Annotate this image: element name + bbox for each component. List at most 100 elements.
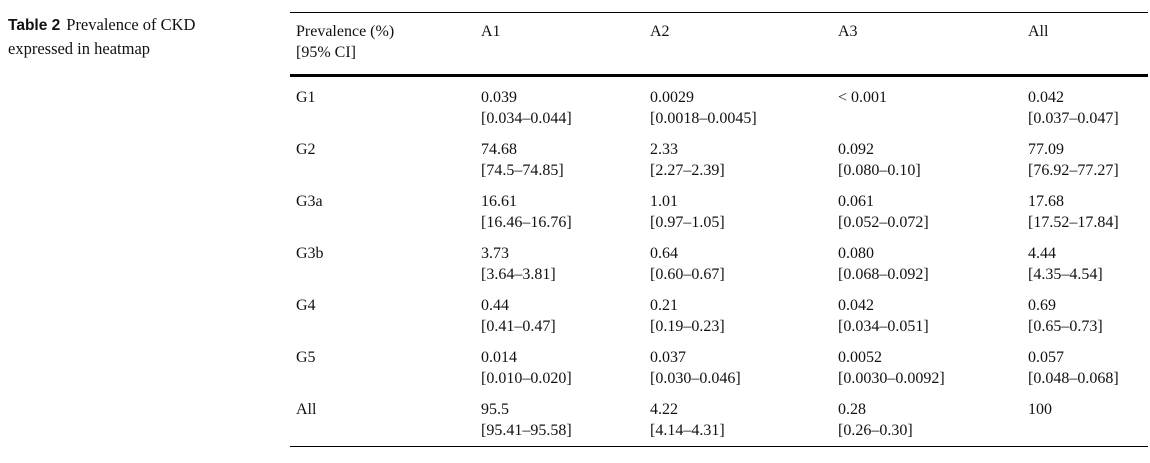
cell-value: 4.44 (1028, 245, 1056, 262)
cell-value: 0.28 (838, 401, 866, 418)
cell-ci: [3.64–3.81] (481, 266, 556, 283)
table-cell: 0.28 [0.26–0.30] (832, 389, 1022, 447)
cell-value: 3.73 (481, 245, 509, 262)
row-label: G2 (296, 141, 316, 158)
row-label: G3b (296, 245, 324, 262)
table-caption-label: Table 2 (8, 17, 61, 34)
cell-value: 74.68 (481, 141, 517, 158)
table-cell: 0.0052 [0.0030–0.0092] (832, 337, 1022, 389)
header-stub: Prevalence (%) [95% CI] (290, 13, 475, 76)
table-cell: 95.5 [95.41–95.58] (475, 389, 644, 447)
cell-ci: [0.080–0.10] (838, 162, 921, 179)
table-row: G3a 16.61 [16.46–16.76] 1.01 [0.97–1.05]… (290, 181, 1148, 233)
table-cell: 0.014 [0.010–0.020] (475, 337, 644, 389)
table-cell: 0.0029 [0.0018–0.0045] (644, 76, 832, 130)
cell-ci: [0.037–0.047] (1028, 110, 1119, 127)
cell-ci: [76.92–77.27] (1028, 162, 1119, 179)
cell-value: 0.042 (1028, 89, 1064, 106)
table-row: G2 74.68 [74.5–74.85] 2.33 [2.27–2.39] 0… (290, 129, 1148, 181)
cell-value: 17.68 (1028, 193, 1064, 210)
cell-value: 77.09 (1028, 141, 1064, 158)
header-col-a2: A2 (650, 23, 670, 40)
cell-ci: [0.052–0.072] (838, 214, 929, 231)
table-cell: 16.61 [16.46–16.76] (475, 181, 644, 233)
header-row: Prevalence (%) [95% CI] A1 A2 A3 All (290, 12, 1148, 76)
table-cell: 77.09 [76.92–77.27] (1022, 129, 1148, 181)
table-cell: 0.21 [0.19–0.23] (644, 285, 832, 337)
table-row: All 95.5 [95.41–95.58] 4.22 [4.14–4.31] … (290, 389, 1148, 447)
cell-value: 0.061 (838, 193, 874, 210)
cell-ci: [0.030–0.046] (650, 370, 741, 387)
cell-value: 0.44 (481, 297, 509, 314)
cell-value: 1.01 (650, 193, 678, 210)
cell-value: 0.057 (1028, 349, 1064, 366)
table-cell: 4.44 [4.35–4.54] (1022, 233, 1148, 285)
table-cell: < 0.001 (832, 76, 1022, 130)
cell-ci: [0.034–0.051] (838, 318, 929, 335)
table-cell: 0.64 [0.60–0.67] (644, 233, 832, 285)
cell-value: 0.037 (650, 349, 686, 366)
cell-ci: [4.14–4.31] (650, 422, 725, 439)
cell-ci: [0.41–0.47] (481, 318, 556, 335)
header-col-a1: A1 (481, 23, 501, 40)
header-stub-line2: [95% CI] (296, 44, 356, 61)
cell-ci: [0.034–0.044] (481, 110, 572, 127)
table-cell: 2.33 [2.27–2.39] (644, 129, 832, 181)
table-row: G1 0.039 [0.034–0.044] 0.0029 [0.0018–0.… (290, 76, 1148, 130)
cell-ci: [4.35–4.54] (1028, 266, 1103, 283)
table-cell: 0.042 [0.034–0.051] (832, 285, 1022, 337)
cell-value: 0.014 (481, 349, 517, 366)
cell-ci: [74.5–74.85] (481, 162, 564, 179)
cell-value: 4.22 (650, 401, 678, 418)
cell-ci: [0.19–0.23] (650, 318, 725, 335)
prevalence-table-container: Prevalence (%) [95% CI] A1 A2 A3 All G1 … (290, 12, 1148, 447)
cell-ci: [0.26–0.30] (838, 422, 913, 439)
table-row: G4 0.44 [0.41–0.47] 0.21 [0.19–0.23] 0.0… (290, 285, 1148, 337)
cell-ci: [0.97–1.05] (650, 214, 725, 231)
cell-value: 0.092 (838, 141, 874, 158)
row-label: G3a (296, 193, 323, 210)
table-cell: 1.01 [0.97–1.05] (644, 181, 832, 233)
table-cell: 0.44 [0.41–0.47] (475, 285, 644, 337)
cell-value: 0.21 (650, 297, 678, 314)
cell-value: 16.61 (481, 193, 517, 210)
table-body: G1 0.039 [0.034–0.044] 0.0029 [0.0018–0.… (290, 76, 1148, 447)
table-cell: 17.68 [17.52–17.84] (1022, 181, 1148, 233)
cell-value: 2.33 (650, 141, 678, 158)
header-stub-line1: Prevalence (%) (296, 23, 395, 40)
cell-ci: [0.0018–0.0045] (650, 110, 757, 127)
table-caption: Table 2 Prevalence of CKD expressed in he… (8, 13, 253, 60)
cell-value: 100 (1028, 401, 1052, 418)
cell-ci: [0.068–0.092] (838, 266, 929, 283)
table-cell: 100 (1022, 389, 1148, 447)
row-label: G4 (296, 297, 316, 314)
table-cell: 0.69 [0.65–0.73] (1022, 285, 1148, 337)
cell-value: 0.0029 (650, 89, 694, 106)
row-label: G1 (296, 89, 316, 106)
cell-ci: [0.60–0.67] (650, 266, 725, 283)
header-col-all: All (1028, 23, 1049, 40)
table-caption-text: Prevalence of CKD expressed in heatmap (8, 15, 196, 58)
table-cell: 0.057 [0.048–0.068] (1022, 337, 1148, 389)
table-cell: 0.042 [0.037–0.047] (1022, 76, 1148, 130)
table-cell: 4.22 [4.14–4.31] (644, 389, 832, 447)
table-cell: 3.73 [3.64–3.81] (475, 233, 644, 285)
cell-value: 0.0052 (838, 349, 882, 366)
row-label: G5 (296, 349, 316, 366)
cell-ci: [95.41–95.58] (481, 422, 572, 439)
table-row: G3b 3.73 [3.64–3.81] 0.64 [0.60–0.67] 0.… (290, 233, 1148, 285)
cell-value: 0.64 (650, 245, 678, 262)
header-col-a3: A3 (838, 23, 858, 40)
cell-ci: [16.46–16.76] (481, 214, 572, 231)
table-cell: 0.037 [0.030–0.046] (644, 337, 832, 389)
table-cell: 74.68 [74.5–74.85] (475, 129, 644, 181)
cell-ci: [0.0030–0.0092] (838, 370, 945, 387)
cell-ci: [2.27–2.39] (650, 162, 725, 179)
cell-ci: [0.048–0.068] (1028, 370, 1119, 387)
cell-value: 0.042 (838, 297, 874, 314)
table-cell: 0.039 [0.034–0.044] (475, 76, 644, 130)
table-row: G5 0.014 [0.010–0.020] 0.037 [0.030–0.04… (290, 337, 1148, 389)
cell-value: 0.69 (1028, 297, 1056, 314)
cell-value: 0.039 (481, 89, 517, 106)
row-label: All (296, 401, 317, 418)
